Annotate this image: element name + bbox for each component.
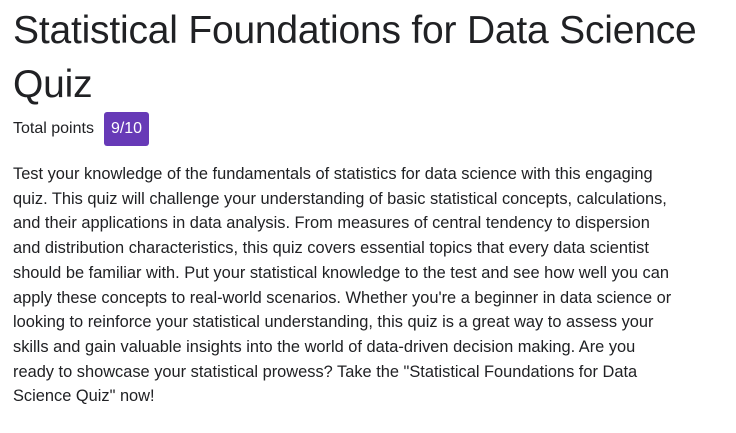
description-line: should be familiar with. Put your statis… [13, 263, 669, 282]
score-badge: 9/10 [103, 112, 150, 146]
description-line: Science Quiz" now! [13, 387, 155, 406]
description-line: quiz. This quiz will challenge your unde… [13, 189, 667, 208]
description-line: Test your knowledge of the fundamentals … [13, 165, 653, 183]
total-points-label: Total points [13, 120, 94, 137]
page-title: Statistical Foundations for Data Science… [13, 9, 697, 106]
description-line: looking to reinforce your statistical un… [13, 313, 654, 332]
description-line: ready to showcase your statistical prowe… [13, 362, 638, 381]
quiz-description: Test your knowledge of the fundamentals … [13, 162, 736, 409]
description-line: apply these concepts to real-world scena… [13, 288, 672, 307]
description-line: and their applications in data analysis.… [13, 214, 650, 233]
description-line: and distribution characteristics, this q… [13, 239, 649, 258]
description-line: skills and gain valuable insights into t… [13, 337, 636, 356]
total-points-row: Total points 9/10 [13, 112, 150, 146]
